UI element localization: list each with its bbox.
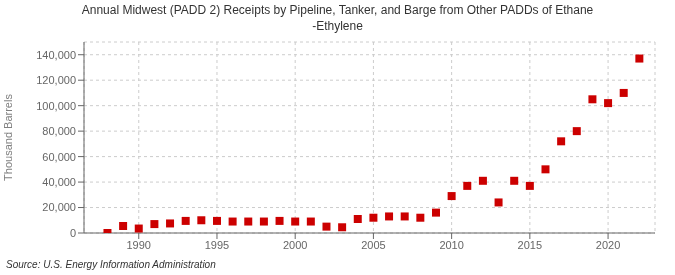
html-text:-Ethylene: -Ethylene: [312, 19, 363, 33]
svg-text:40,000: 40,000: [42, 176, 76, 188]
svg-text:1995: 1995: [205, 239, 229, 251]
svg-text:2020: 2020: [596, 239, 620, 251]
svg-text:2005: 2005: [361, 239, 385, 251]
svg-text:2000: 2000: [283, 239, 307, 251]
svg-text:2015: 2015: [518, 239, 542, 251]
svg-text:80,000: 80,000: [42, 125, 76, 137]
svg-text:Thousand Barrels: Thousand Barrels: [8, 94, 14, 181]
svg-text:120,000: 120,000: [36, 74, 76, 86]
svg-text:0: 0: [70, 227, 76, 239]
html-text:Source: U.S. Energy Informatio: Source: U.S. Energy Information Administ…: [6, 259, 216, 270]
html-text:Annual Midwest (PADD 2) Receip: Annual Midwest (PADD 2) Receipts by Pipe…: [81, 3, 594, 17]
svg-text:140,000: 140,000: [36, 49, 76, 61]
svg-text:20,000: 20,000: [42, 201, 76, 213]
svg-text:100,000: 100,000: [36, 100, 76, 112]
svg-text:60,000: 60,000: [42, 151, 76, 163]
svg-text:1990: 1990: [127, 239, 151, 251]
svg-text:2010: 2010: [439, 239, 463, 251]
